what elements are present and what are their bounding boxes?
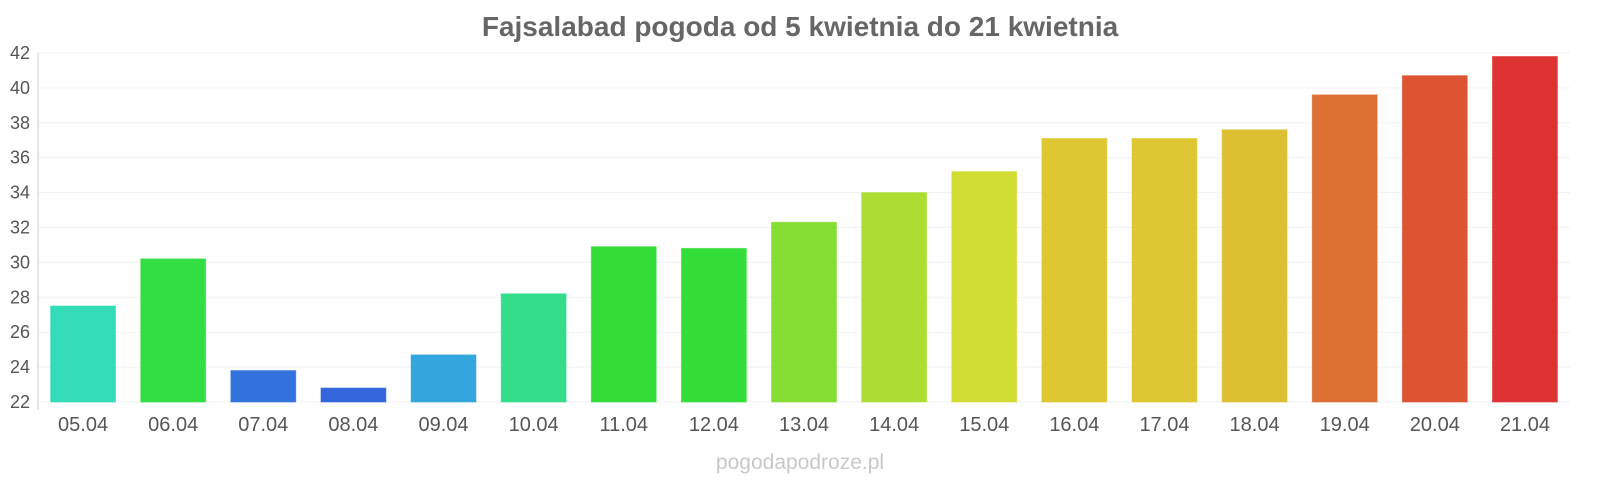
x-tick-label: 14.04: [869, 414, 919, 436]
bar-21.04: [1491, 55, 1558, 403]
y-tick-label: 30: [10, 252, 30, 272]
bar-10.04: [500, 293, 567, 403]
x-tick-label: 13.04: [779, 414, 829, 436]
x-tick-label: 20.04: [1410, 414, 1460, 436]
bar-11.04: [590, 246, 657, 403]
bar-19.04: [1311, 94, 1378, 403]
y-tick-label: 36: [10, 148, 30, 168]
bar-05.04: [50, 305, 117, 403]
bar-12.04: [680, 247, 747, 403]
bar-16.04: [1041, 138, 1108, 403]
x-axis-ticks: 05.04 06.04 07.04 08.04 09.04 10.04 11.04 12.04…: [58, 414, 1550, 436]
x-tick-label: 21.04: [1500, 414, 1550, 436]
y-axis-ticks: 22 24 26 28 30 32 34 36 38 40 42: [10, 43, 30, 412]
y-tick-label: 32: [10, 218, 30, 238]
watermark: pogodapodroze.pl: [716, 451, 884, 474]
y-tick-label: 26: [10, 322, 30, 342]
chart-title: Fajsalabad pogoda od 5 kwietnia do 21 kw…: [482, 11, 1119, 42]
x-tick-label: 15.04: [959, 414, 1009, 436]
x-tick-label: 16.04: [1049, 414, 1099, 436]
x-tick-label: 11.04: [599, 414, 648, 436]
x-tick-label: 18.04: [1230, 414, 1280, 436]
bar-17.04: [1131, 138, 1198, 403]
bar-14.04: [861, 192, 928, 403]
bar-06.04: [140, 258, 207, 403]
x-tick-label: 10.04: [509, 414, 559, 436]
bar-18.04: [1221, 129, 1288, 403]
y-tick-label: 42: [10, 43, 30, 63]
x-tick-label: 12.04: [689, 414, 739, 436]
y-tick-label: 38: [10, 113, 30, 133]
x-tick-label: 08.04: [328, 414, 378, 436]
x-tick-label: 19.04: [1320, 414, 1370, 436]
bar-13.04: [771, 221, 837, 403]
y-tick-label: 22: [10, 392, 30, 412]
bar-15.04: [951, 171, 1018, 403]
y-tick-label: 40: [10, 78, 30, 98]
bar-09.04: [410, 354, 477, 403]
x-tick-label: 09.04: [418, 414, 468, 436]
bar-07.04: [230, 370, 297, 403]
x-tick-label: 05.04: [58, 414, 108, 436]
bar-08.04: [320, 387, 387, 403]
y-tick-label: 24: [10, 357, 30, 377]
x-tick-label: 07.04: [238, 414, 288, 436]
x-tick-label: 06.04: [148, 414, 198, 436]
x-tick-label: 17.04: [1139, 414, 1189, 436]
bars: [50, 55, 1558, 403]
y-tick-label: 28: [10, 287, 30, 307]
y-tick-label: 34: [10, 183, 30, 203]
bar-20.04: [1401, 75, 1468, 403]
